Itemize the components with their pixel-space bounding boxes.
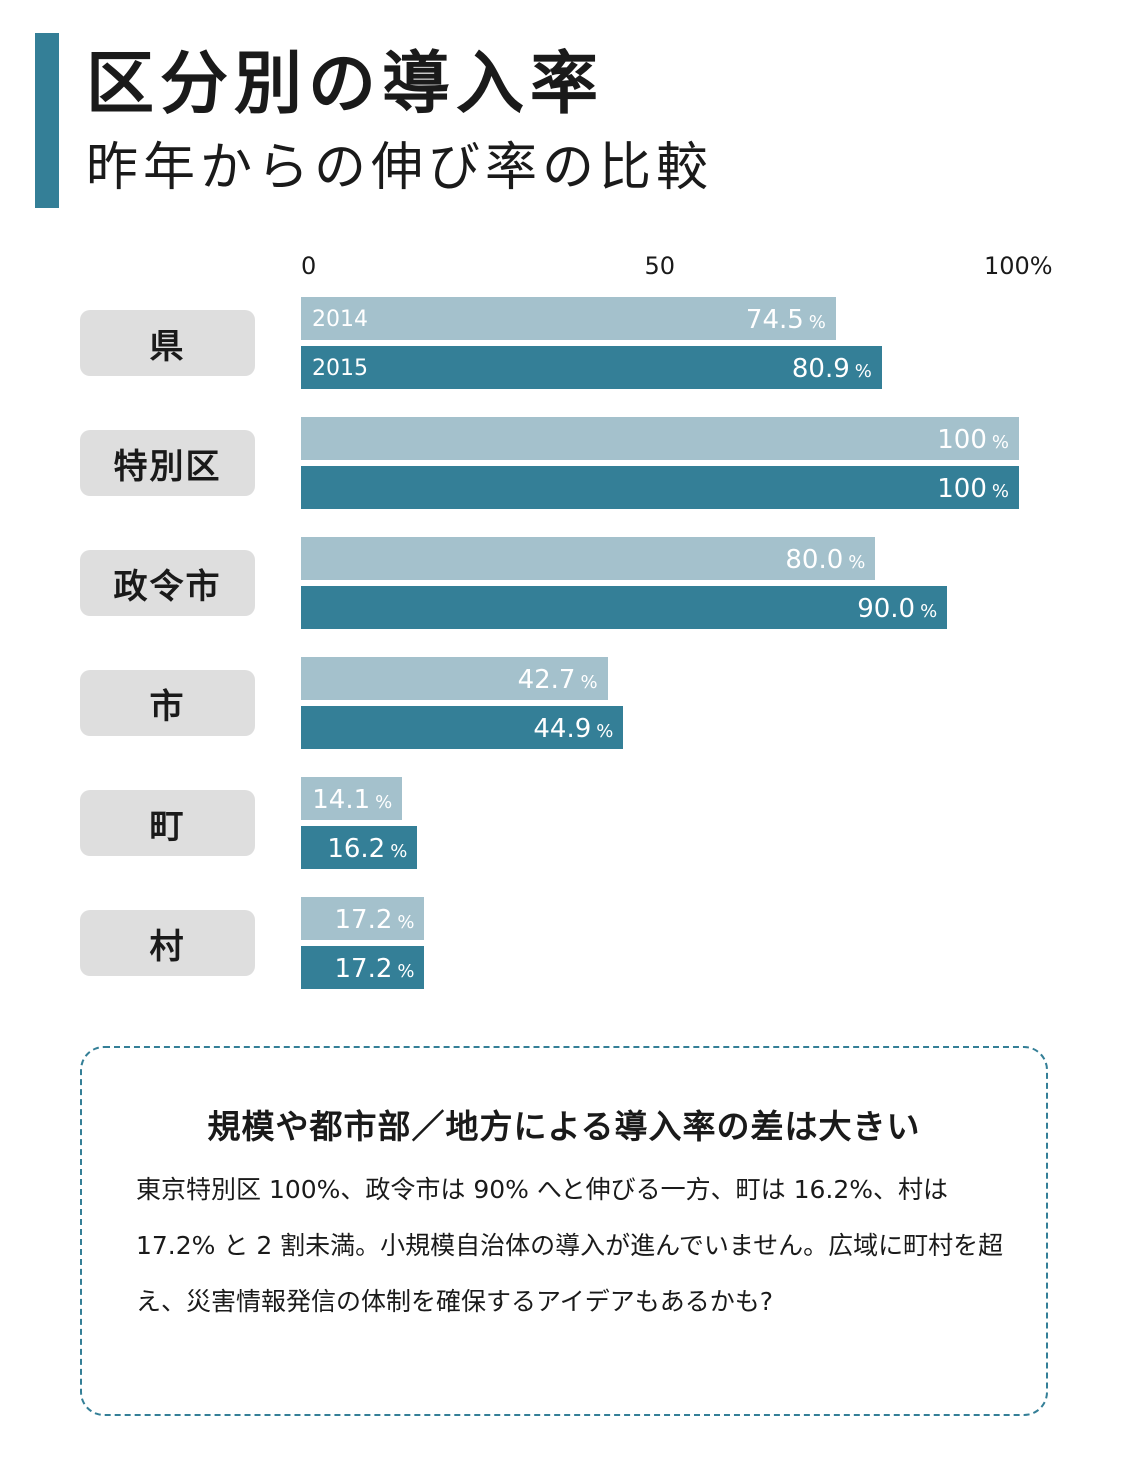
category-label: 町 bbox=[80, 790, 255, 856]
page-title: 区分別の導入率 bbox=[86, 45, 605, 124]
bar-2015: 90.0% bbox=[301, 586, 948, 629]
category-label: 特別区 bbox=[80, 430, 255, 496]
bar-2015: 16.2% bbox=[301, 826, 418, 869]
category-label: 県 bbox=[80, 310, 255, 376]
category-label: 村 bbox=[80, 910, 255, 976]
axis-tick-label: 100% bbox=[984, 252, 1053, 280]
bar-2015: 44.9% bbox=[301, 706, 624, 749]
data-label: 74.5% bbox=[745, 305, 826, 335]
axis-tick-label: 50 bbox=[644, 252, 676, 280]
note-box: 規模や都市部／地方による導入率の差は大きい 東京特別区 100%、政令市は 90… bbox=[80, 1046, 1048, 1416]
note-body: 東京特別区 100%、政令市は 90% へと伸びる一方、町は 16.2%、村は … bbox=[136, 1175, 1004, 1316]
bar-2014: 42.7% bbox=[301, 657, 608, 700]
bar-2015: 17.2% bbox=[301, 946, 425, 989]
data-label: 80.0% bbox=[785, 545, 866, 575]
data-label: 100% bbox=[937, 425, 1009, 455]
category-label: 市 bbox=[80, 670, 255, 736]
series-label: 2014 bbox=[312, 307, 368, 332]
note-title: 規模や都市部／地方による導入率の差は大きい bbox=[207, 1107, 921, 1146]
data-label: 42.7% bbox=[517, 665, 598, 695]
title-accent-bar bbox=[35, 33, 59, 208]
category-label: 政令市 bbox=[80, 550, 255, 616]
bar-2015: 100% bbox=[301, 466, 1019, 509]
bar-2014: 80.0% bbox=[301, 537, 876, 580]
bar-2014: 100% bbox=[301, 417, 1019, 460]
bar-2014: 14.1% bbox=[301, 777, 403, 820]
data-label: 16.2% bbox=[327, 834, 408, 864]
bar-2014: 17.2% bbox=[301, 897, 425, 940]
data-label: 44.9% bbox=[533, 714, 614, 744]
data-label: 100% bbox=[937, 474, 1009, 504]
page-subtitle: 昨年からの伸び率の比較 bbox=[86, 138, 714, 198]
bar-2015: 2015 80.9% bbox=[301, 346, 882, 389]
data-label: 17.2% bbox=[334, 905, 415, 935]
data-label: 90.0% bbox=[857, 594, 938, 624]
data-label: 80.9% bbox=[791, 354, 872, 384]
data-label: 14.1% bbox=[312, 785, 393, 815]
series-label: 2015 bbox=[312, 356, 368, 381]
axis-tick-label: 0 bbox=[301, 252, 317, 280]
data-label: 17.2% bbox=[334, 954, 415, 984]
bar-2014: 2014 74.5% bbox=[301, 297, 836, 340]
